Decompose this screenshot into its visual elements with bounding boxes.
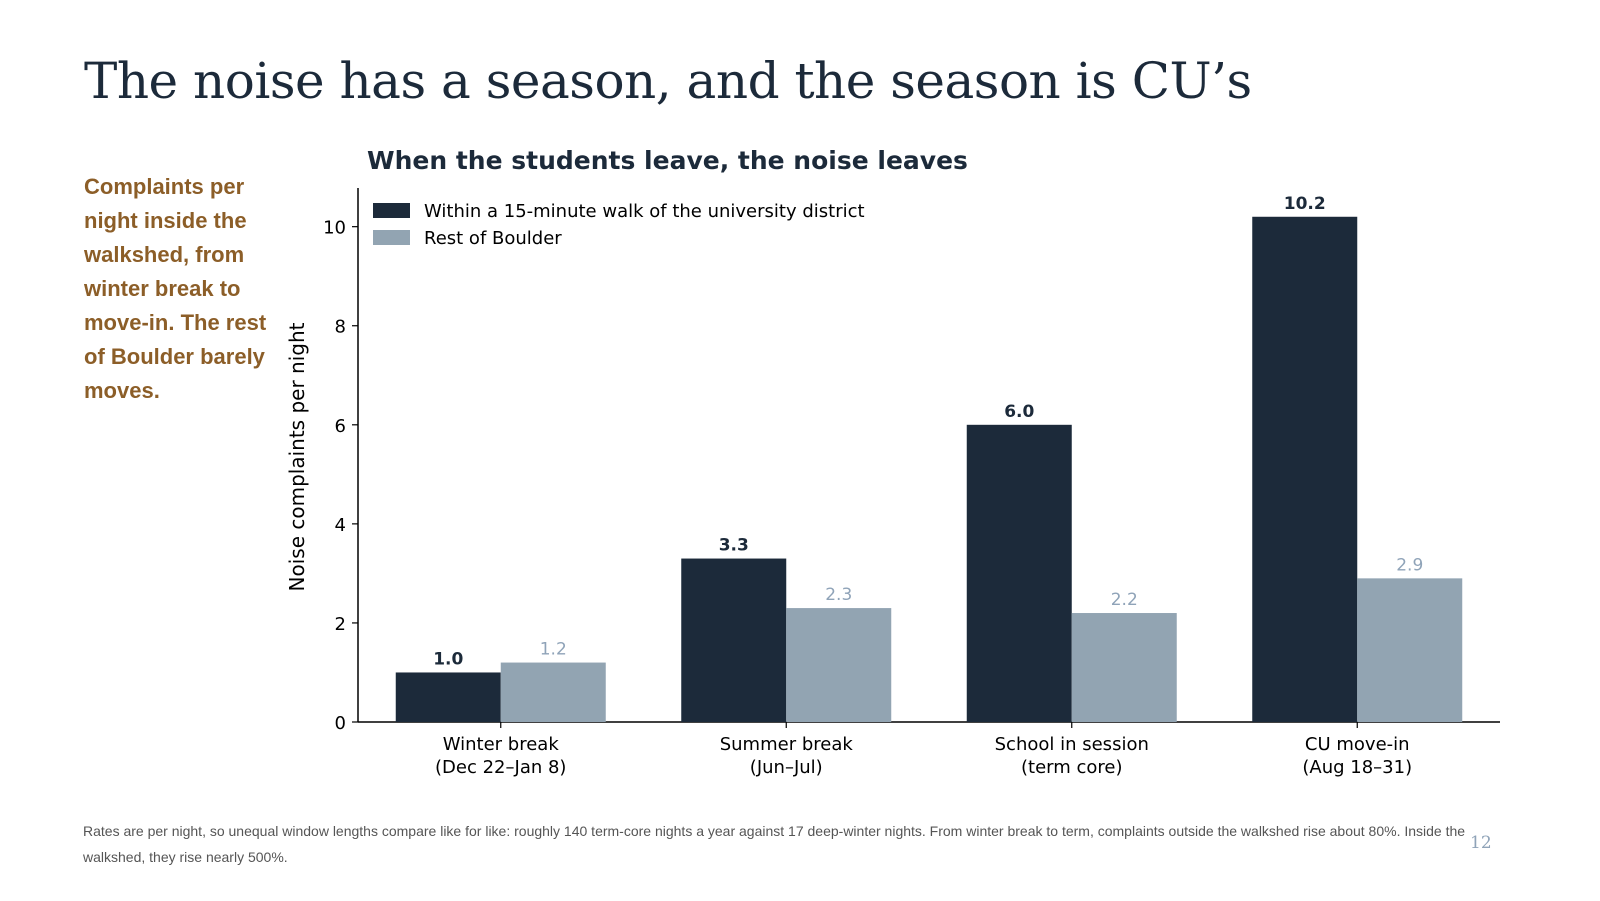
bar bbox=[500, 662, 606, 722]
bar bbox=[1357, 578, 1463, 722]
slide-title: The noise has a season, and the season i… bbox=[84, 52, 1252, 110]
legend-swatch bbox=[373, 230, 410, 245]
chart-bars: 1.0 1.2 3.3 2.3 6.0 2.2 10.2 2.9 bbox=[395, 194, 1463, 722]
data-label: 6.0 bbox=[1004, 402, 1034, 422]
chart-axes: 0 2 4 6 8 10 Noise complaints per night Winter … bbox=[285, 188, 1500, 778]
legend-label: Within a 15-minute walk of the universit… bbox=[424, 201, 865, 222]
y-tick-label: 8 bbox=[335, 317, 346, 338]
y-tick-label: 0 bbox=[335, 713, 346, 734]
x-tick-label: Winter break bbox=[443, 734, 560, 755]
footnote: Rates are per night, so unequal window l… bbox=[83, 823, 1466, 865]
y-tick-label: 6 bbox=[335, 416, 346, 437]
bar-chart: 0 2 4 6 8 10 Noise complaints per night Winter … bbox=[285, 188, 1500, 778]
x-tick-label: (Aug 18–31) bbox=[1302, 757, 1412, 778]
x-tick-label: School in session bbox=[995, 734, 1149, 755]
y-tick-label: 4 bbox=[335, 515, 346, 536]
legend-swatch bbox=[373, 203, 410, 218]
x-tick-label: Summer break bbox=[720, 734, 854, 755]
sidebar-note: Complaints per night inside the walkshed… bbox=[84, 174, 267, 403]
page-number: 12 bbox=[1470, 833, 1492, 853]
chart-title: When the students leave, the noise leave… bbox=[367, 146, 968, 175]
x-tick-label: (term core) bbox=[1021, 757, 1123, 778]
data-label: 1.2 bbox=[540, 640, 567, 660]
bar bbox=[681, 558, 787, 722]
bar bbox=[395, 672, 501, 722]
y-tick-label: 2 bbox=[335, 614, 346, 635]
x-tick-label: (Dec 22–Jan 8) bbox=[435, 757, 566, 778]
data-label: 2.9 bbox=[1396, 555, 1423, 575]
y-axis-label: Noise complaints per night bbox=[285, 322, 309, 591]
data-label: 2.2 bbox=[1111, 590, 1138, 610]
bar bbox=[1071, 613, 1177, 722]
bar bbox=[966, 424, 1072, 722]
data-label: 10.2 bbox=[1284, 194, 1326, 214]
bar bbox=[1252, 216, 1358, 722]
chart-legend: Within a 15-minute walk of the universit… bbox=[373, 201, 865, 249]
legend-label: Rest of Boulder bbox=[424, 228, 562, 249]
bar bbox=[786, 608, 892, 722]
data-label: 2.3 bbox=[825, 585, 852, 605]
y-tick-label: 10 bbox=[323, 218, 346, 239]
x-tick-label: CU move-in bbox=[1305, 734, 1410, 755]
data-label: 1.0 bbox=[433, 649, 463, 669]
data-label: 3.3 bbox=[719, 536, 749, 556]
x-tick-label: (Jun–Jul) bbox=[750, 757, 823, 778]
